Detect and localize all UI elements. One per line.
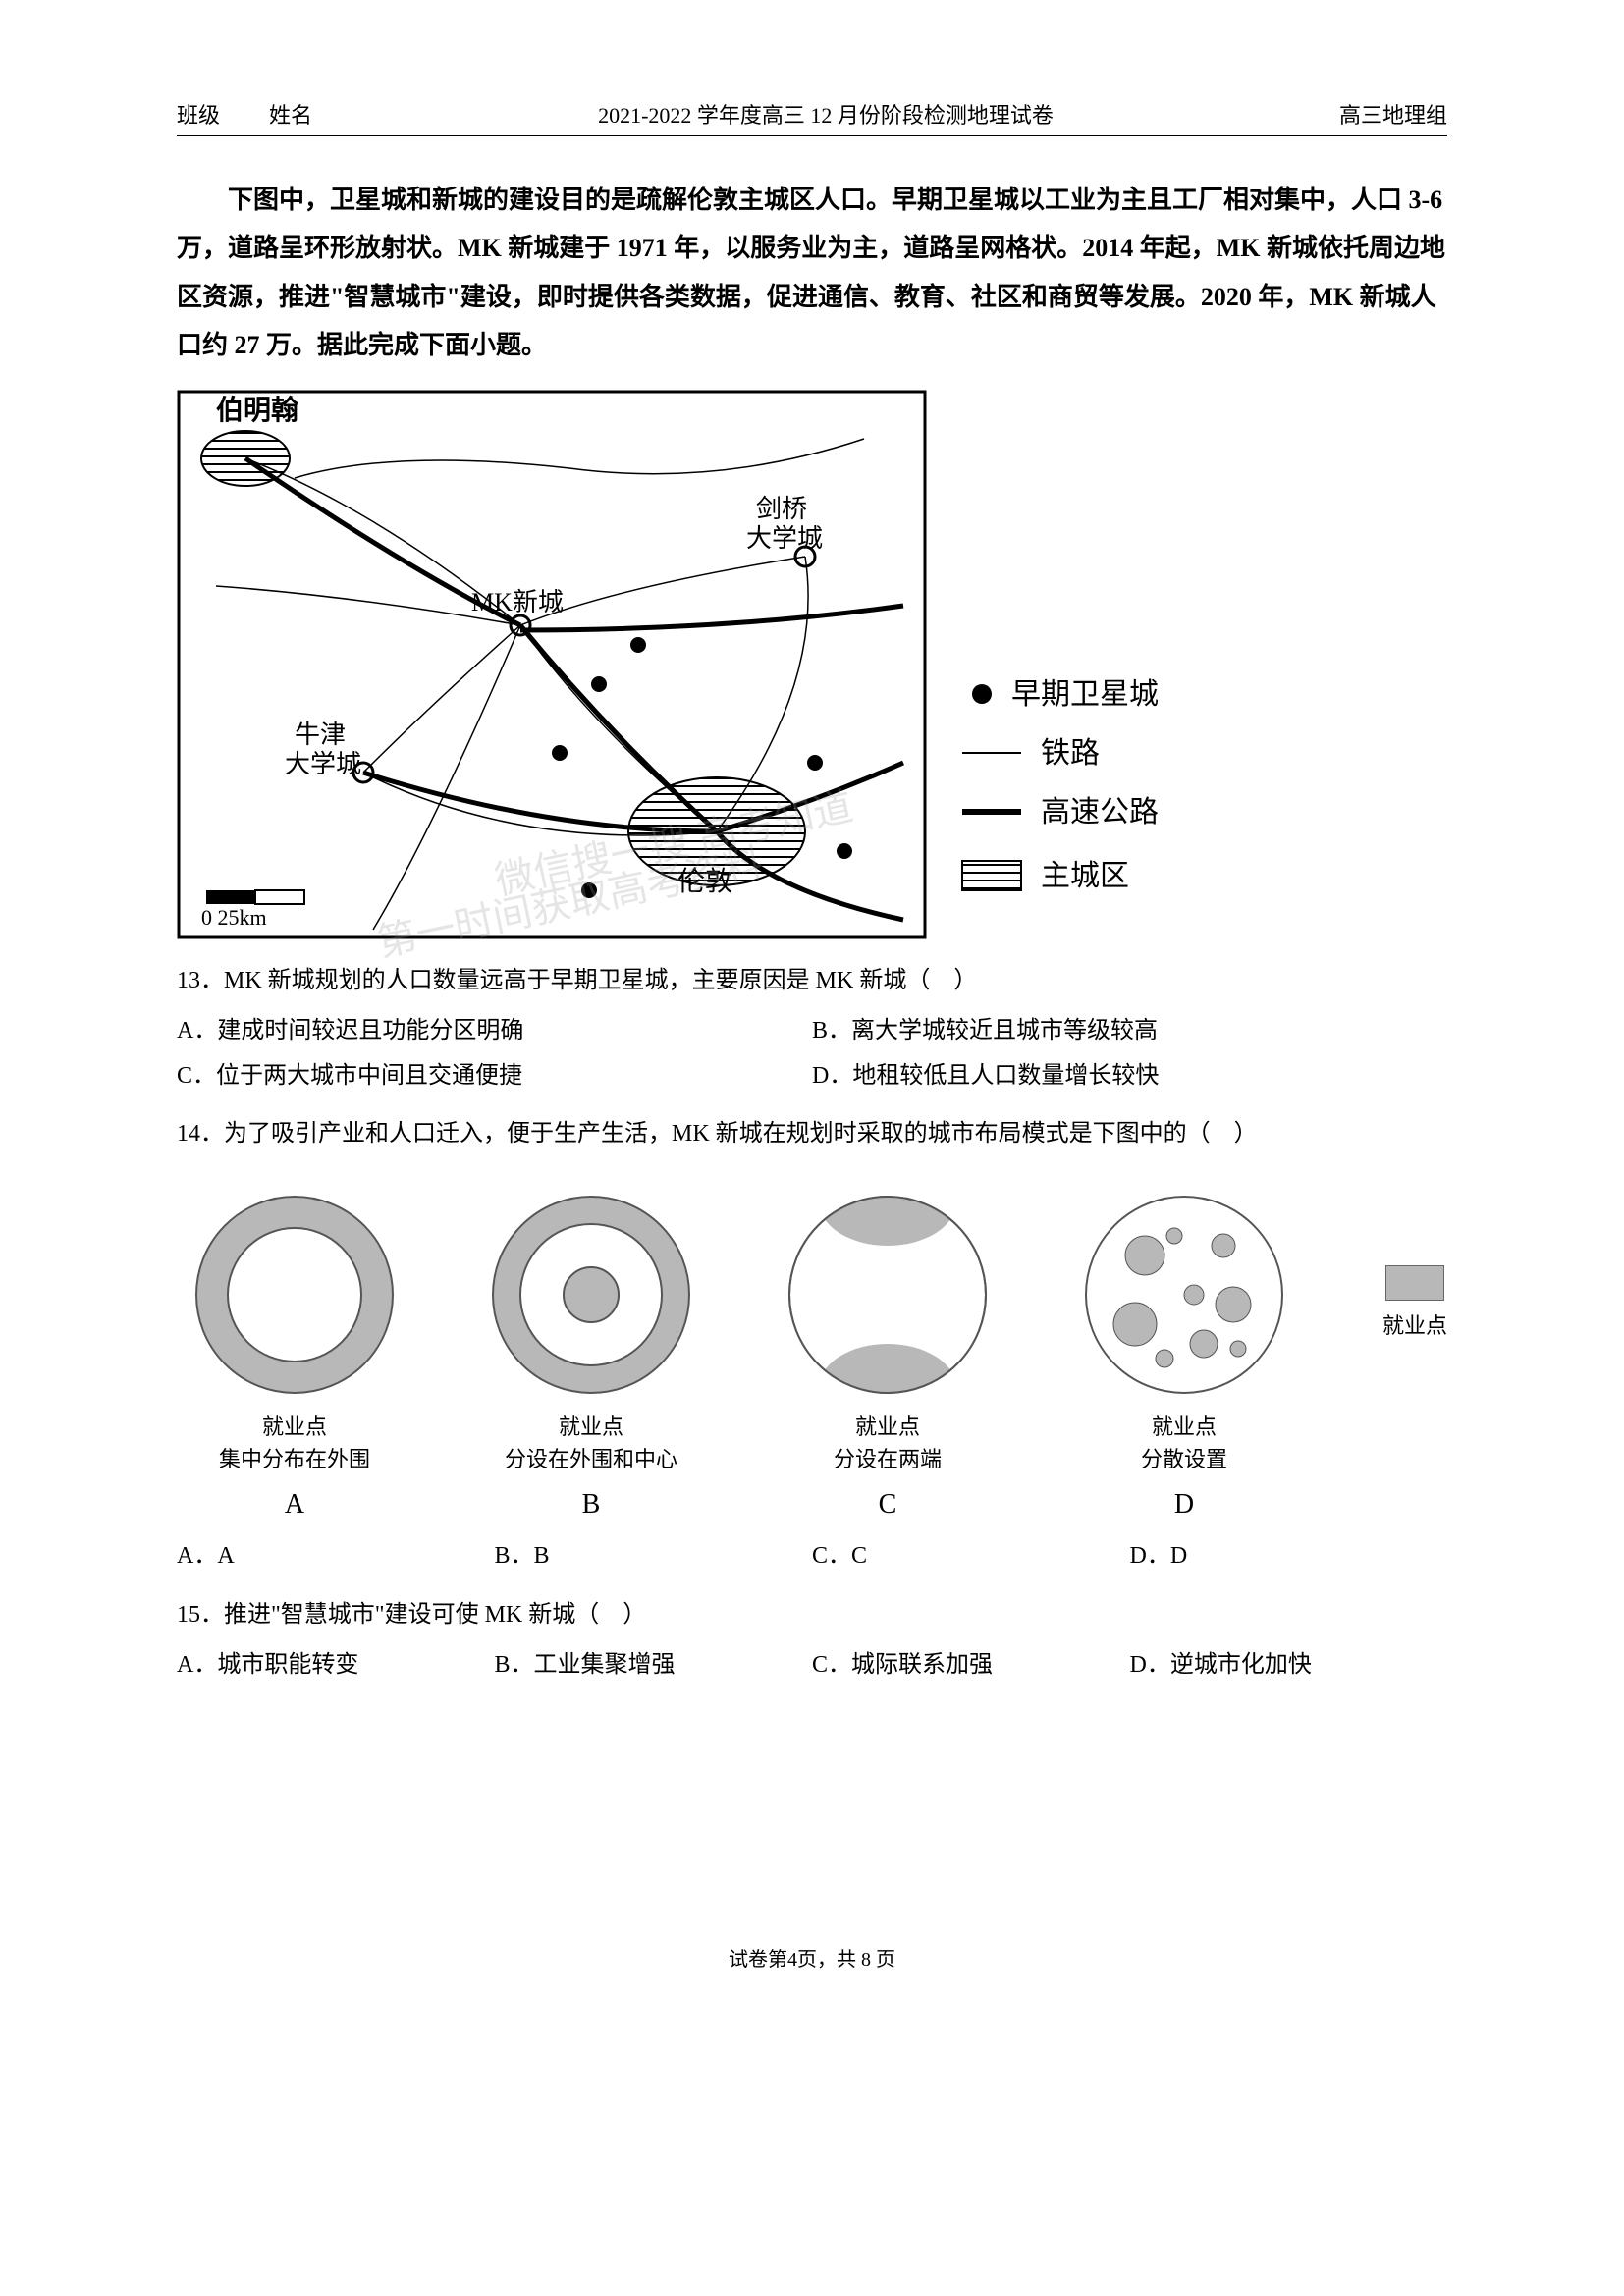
q14-opt-d: D．D	[1130, 1534, 1448, 1579]
q13-stem: 13．MK 新城规划的人口数量远高于早期卫星城，主要原因是 MK 新城（ ）	[177, 959, 1447, 1004]
q14-options: A．A B．B C．C D．D	[177, 1534, 1447, 1579]
map-scale: 0 25km	[201, 905, 267, 930]
diag-c-l1: 就业点	[855, 1415, 920, 1439]
diag-c-l2: 分设在两端	[834, 1447, 942, 1471]
diag-a-l2: 集中分布在外围	[219, 1447, 370, 1471]
q14-diagrams: 就业点集中分布在外围 A 就业点分设在外围和中心 B 就业点分设在两端 C	[177, 1187, 1447, 1521]
map-svg: 伯明翰 伦敦 MK新城 剑桥 大学城 牛津 大学城	[177, 390, 1257, 939]
q13-opt-b: B．离大学城较近且城市等级较高	[812, 1009, 1447, 1054]
page-header: 班级 姓名 2021-2022 学年度高三 12 月份阶段检测地理试卷 高三地理…	[177, 98, 1447, 136]
header-left: 班级 姓名	[177, 98, 312, 130]
class-label: 班级	[177, 98, 220, 130]
svg-text:大学城: 大学城	[746, 524, 823, 553]
q14-stem: 14．为了吸引产业和人口迁入，便于生产生活，MK 新城在规划时采取的城市布局模式…	[177, 1112, 1447, 1157]
map-label-mk: MK新城	[471, 588, 564, 616]
diag-d-letter: D	[1174, 1489, 1194, 1521]
diag-d-l1: 就业点	[1152, 1415, 1217, 1439]
diagram-c: 就业点分设在两端 C	[770, 1187, 1005, 1521]
map-label-birmingham: 伯明翰	[216, 394, 298, 426]
diagram-d: 就业点分散设置 D	[1066, 1187, 1302, 1521]
header-right: 高三地理组	[1339, 98, 1447, 130]
q13-opt-d: D．地租较低且人口数量增长较快	[812, 1054, 1447, 1099]
q15-opt-c: C．城际联系加强	[812, 1643, 1130, 1688]
diag-a-l1: 就业点	[262, 1415, 327, 1439]
map-figure: 伯明翰 伦敦 MK新城 剑桥 大学城 牛津 大学城	[177, 390, 1257, 939]
q14-opt-a: A．A	[177, 1534, 495, 1579]
q13-opt-c: C．位于两大城市中间且交通便捷	[177, 1054, 812, 1099]
diagram-a: 就业点集中分布在外围 A	[177, 1187, 412, 1521]
legend-rect-icon	[1385, 1265, 1444, 1301]
diagram-b: 就业点分设在外围和中心 B	[473, 1187, 709, 1521]
diagram-legend: 就业点	[1382, 1265, 1447, 1340]
svg-text:大学城: 大学城	[285, 750, 361, 778]
map-label-oxford: 牛津	[295, 721, 346, 749]
diag-c-letter: C	[879, 1489, 897, 1521]
diag-b-letter: B	[582, 1489, 601, 1521]
header-title: 2021-2022 学年度高三 12 月份阶段检测地理试卷	[598, 98, 1054, 130]
map-label-cambridge: 剑桥	[756, 495, 807, 523]
q15-opt-d: D．逆城市化加快	[1130, 1643, 1448, 1688]
diag-a-letter: A	[285, 1489, 304, 1521]
legend-satellite: 早期卫星城	[1011, 678, 1159, 711]
question-15: 15．推进"智慧城市"建设可使 MK 新城（ ） A．城市职能转变 B．工业集聚…	[177, 1593, 1447, 1688]
diag-b-l2: 分设在外围和中心	[505, 1447, 677, 1471]
legend-highway: 高速公路	[1041, 796, 1159, 828]
q13-opt-a: A．建成时间较迟且功能分区明确	[177, 1009, 812, 1054]
legend-railway: 铁路	[1041, 737, 1100, 770]
page-footer: 试卷第4页，共 8 页	[177, 1944, 1447, 1972]
map-label-london: 伦敦	[677, 866, 732, 897]
diag-d-l2: 分散设置	[1141, 1447, 1227, 1471]
q15-opt-a: A．城市职能转变	[177, 1643, 495, 1688]
q15-stem: 15．推进"智慧城市"建设可使 MK 新城（ ）	[177, 1593, 1447, 1638]
diag-b-l1: 就业点	[559, 1415, 623, 1439]
question-13: 13．MK 新城规划的人口数量远高于早期卫星城，主要原因是 MK 新城（ ） A…	[177, 959, 1447, 1099]
q14-opt-b: B．B	[495, 1534, 813, 1579]
name-label: 姓名	[269, 98, 312, 130]
q14-opt-c: C．C	[812, 1534, 1130, 1579]
legend-text: 就业点	[1382, 1308, 1447, 1340]
passage-text: 下图中，卫星城和新城的建设目的是疏解伦敦主城区人口。早期卫星城以工业为主且工厂相…	[177, 176, 1447, 370]
question-14: 14．为了吸引产业和人口迁入，便于生产生活，MK 新城在规划时采取的城市布局模式…	[177, 1112, 1447, 1157]
legend-urban: 主城区	[1041, 860, 1129, 892]
q15-opt-b: B．工业集聚增强	[495, 1643, 813, 1688]
